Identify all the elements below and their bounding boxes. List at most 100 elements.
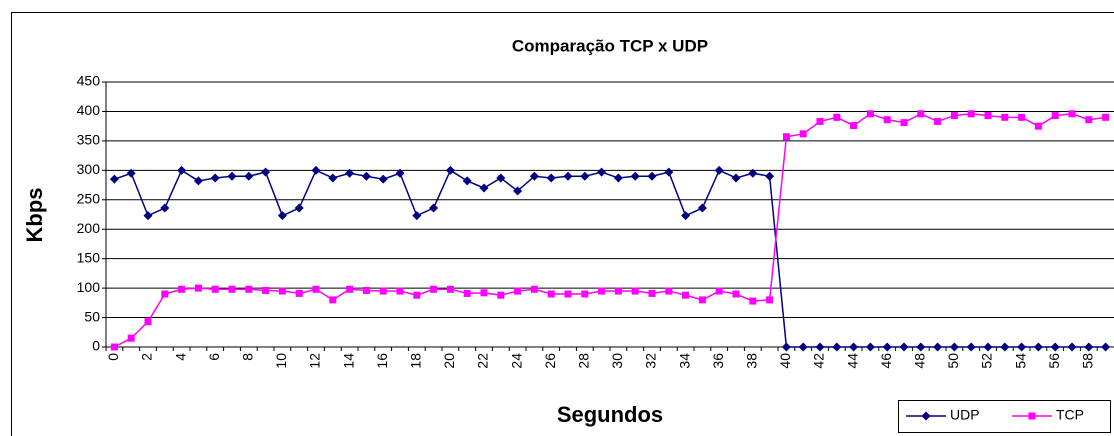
x-tick-label: 36 — [710, 353, 726, 369]
data-point — [262, 286, 270, 294]
data-point — [1085, 116, 1093, 124]
data-point — [849, 342, 859, 352]
x-tick-label: 28 — [576, 353, 592, 369]
data-point — [580, 171, 590, 181]
x-tick-label: 20 — [441, 353, 457, 369]
x-tick-label: 58 — [1080, 353, 1096, 369]
data-point — [731, 173, 741, 183]
data-point — [934, 117, 942, 125]
data-point — [900, 119, 908, 127]
data-point — [278, 287, 286, 295]
data-point — [781, 342, 791, 352]
data-point — [529, 171, 539, 181]
data-point — [430, 285, 438, 293]
x-tick-label: 52 — [979, 353, 995, 369]
data-point — [244, 171, 254, 181]
data-point — [1051, 112, 1059, 120]
data-point — [799, 130, 807, 138]
data-point — [630, 171, 640, 181]
data-point — [983, 342, 993, 352]
x-tick-label: 54 — [1012, 353, 1028, 369]
data-point — [1102, 113, 1110, 121]
data-point — [261, 167, 271, 177]
data-point — [665, 287, 673, 295]
data-point — [563, 171, 573, 181]
y-tick-label: 350 — [77, 132, 101, 148]
data-point — [648, 289, 656, 297]
data-point — [1033, 342, 1043, 352]
y-tick-label: 300 — [77, 161, 101, 177]
data-point — [664, 167, 674, 177]
y-tick-label: 100 — [77, 279, 101, 295]
data-point — [429, 203, 439, 213]
data-point — [681, 211, 691, 221]
legend-marker — [921, 411, 931, 421]
data-point — [916, 342, 926, 352]
x-tick-label: 24 — [508, 353, 524, 369]
data-point — [732, 290, 740, 298]
data-point — [194, 284, 202, 292]
data-point — [782, 133, 790, 141]
y-tick-label: 400 — [77, 102, 101, 118]
data-point — [178, 285, 186, 293]
data-point — [446, 285, 454, 293]
data-point — [766, 296, 774, 304]
data-point — [614, 287, 622, 295]
data-point — [328, 173, 338, 183]
data-point — [882, 342, 892, 352]
data-point — [127, 334, 135, 342]
x-tick-label: 0 — [105, 353, 121, 361]
data-point — [564, 290, 572, 298]
x-tick-label: 46 — [878, 353, 894, 369]
y-tick-label: 450 — [77, 73, 101, 89]
legend-marker — [1028, 412, 1036, 420]
data-point — [497, 291, 505, 299]
x-tick-label: 44 — [844, 353, 860, 369]
data-point — [613, 173, 623, 183]
data-point — [581, 290, 589, 298]
x-tick-label: 10 — [273, 353, 289, 369]
data-point — [126, 168, 136, 178]
data-point — [530, 285, 538, 293]
y-tick-label: 200 — [77, 220, 101, 236]
x-tick-label: 12 — [307, 353, 323, 369]
data-point — [295, 289, 303, 297]
x-tick-label: 4 — [172, 353, 188, 361]
data-point — [277, 211, 287, 221]
chart-border — [11, 12, 1114, 436]
data-point — [967, 110, 975, 118]
data-point — [1084, 342, 1094, 352]
data-point — [479, 183, 489, 193]
data-point — [294, 203, 304, 213]
x-tick-label: 6 — [206, 353, 222, 361]
data-point — [850, 122, 858, 130]
legend-label: UDP — [950, 407, 980, 423]
data-point — [697, 203, 707, 213]
data-point — [1034, 122, 1042, 130]
data-point — [698, 296, 706, 304]
data-point — [1017, 342, 1027, 352]
data-point — [833, 113, 841, 121]
data-point — [144, 318, 152, 326]
x-tick-label: 34 — [676, 353, 692, 369]
data-point — [329, 296, 337, 304]
x-tick-label: 26 — [542, 353, 558, 369]
data-point — [765, 171, 775, 181]
x-tick-label: 32 — [643, 353, 659, 369]
data-point — [361, 171, 371, 181]
x-tick-label: 18 — [408, 353, 424, 369]
data-point — [378, 174, 388, 184]
data-point — [899, 342, 909, 352]
data-point — [816, 117, 824, 125]
x-tick-label: 40 — [777, 353, 793, 369]
data-point — [949, 342, 959, 352]
data-point — [463, 289, 471, 297]
data-point — [210, 173, 220, 183]
data-point — [1001, 113, 1009, 121]
x-tick-label: 50 — [945, 353, 961, 369]
data-point — [966, 342, 976, 352]
data-point — [395, 168, 405, 178]
data-point — [413, 291, 421, 299]
data-point — [480, 289, 488, 297]
